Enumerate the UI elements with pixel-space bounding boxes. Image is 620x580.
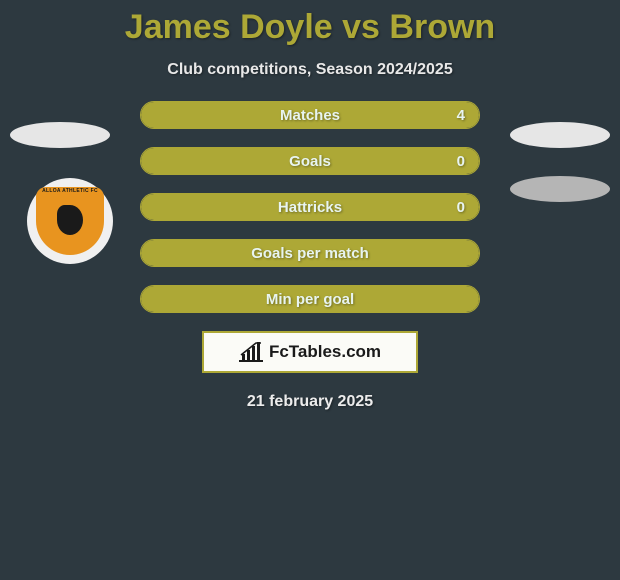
stat-label: Hattricks — [141, 194, 479, 221]
player-photo-placeholder-right-1 — [510, 122, 610, 148]
stat-label: Goals per match — [141, 240, 479, 267]
club-logo-text: ALLOA ATHLETIC FC — [36, 188, 104, 194]
stat-label: Min per goal — [141, 286, 479, 313]
club-logo-shield: ALLOA ATHLETIC FC — [36, 187, 104, 255]
stat-label: Goals — [141, 148, 479, 175]
player-photo-placeholder-right-2 — [510, 176, 610, 202]
stat-value: 0 — [457, 194, 465, 221]
brand-text: FcTables.com — [269, 342, 381, 362]
brand-box[interactable]: FcTables.com — [202, 331, 418, 373]
stat-label: Matches — [141, 102, 479, 129]
date-text: 21 february 2025 — [0, 393, 620, 411]
player-photo-placeholder-left — [10, 122, 110, 148]
subtitle: Club competitions, Season 2024/2025 — [0, 61, 620, 79]
stat-row-goals-per-match: Goals per match — [140, 239, 480, 267]
stat-value: 0 — [457, 148, 465, 175]
page-title: James Doyle vs Brown — [0, 0, 620, 47]
club-logo: ALLOA ATHLETIC FC — [27, 178, 113, 264]
stat-value: 4 — [457, 102, 465, 129]
stat-row-goals: Goals 0 — [140, 147, 480, 175]
stat-row-min-per-goal: Min per goal — [140, 285, 480, 313]
stats-container: Matches 4 Goals 0 Hattricks 0 Goals per … — [140, 101, 480, 313]
stat-row-hattricks: Hattricks 0 — [140, 193, 480, 221]
stat-row-matches: Matches 4 — [140, 101, 480, 129]
bar-chart-icon — [239, 342, 263, 362]
